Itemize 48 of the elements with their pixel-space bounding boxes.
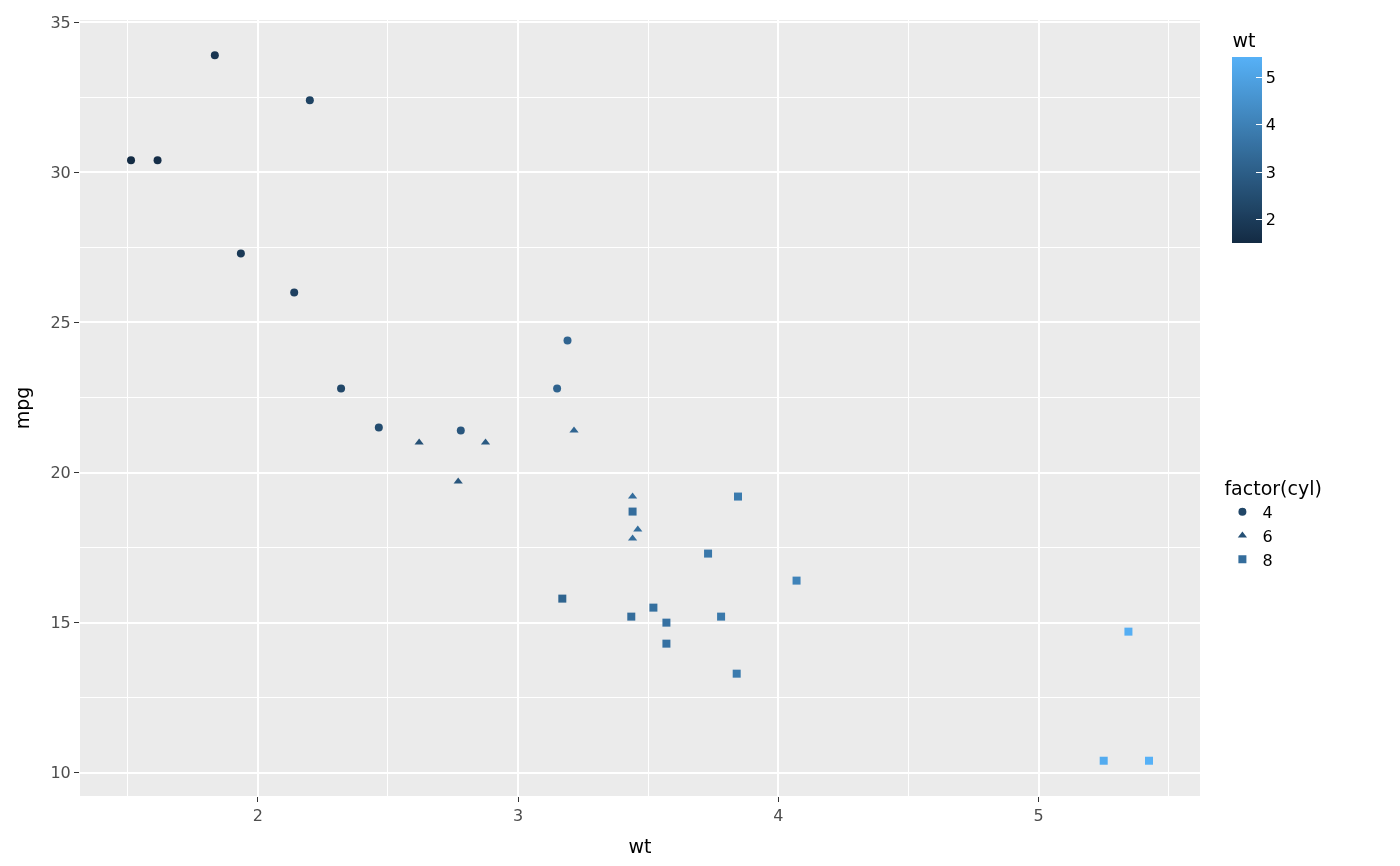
- point: [305, 96, 314, 105]
- y-tick-label: 35: [50, 12, 71, 32]
- y-axis-title: mpg: [11, 386, 34, 430]
- x-tick-label: 4: [773, 806, 784, 826]
- point: [627, 612, 636, 621]
- color-bar-label: 4: [1265, 115, 1276, 135]
- point: [1099, 756, 1108, 765]
- point: [153, 156, 162, 165]
- point: [414, 438, 424, 445]
- point: [563, 336, 572, 345]
- point: [127, 156, 136, 165]
- point: [337, 384, 346, 393]
- point: [558, 594, 567, 603]
- point: [633, 525, 643, 532]
- legend-label: 8: [1262, 550, 1273, 570]
- y-tick-label: 30: [50, 162, 71, 182]
- y-tick-label: 10: [50, 763, 71, 783]
- x-tick-label: 3: [512, 806, 524, 826]
- y-tick-label: 20: [50, 463, 71, 483]
- color-bar-label: 5: [1265, 67, 1276, 87]
- point: [649, 603, 658, 612]
- y-tick-label: 15: [50, 613, 71, 633]
- point: [662, 618, 671, 627]
- point: [717, 612, 726, 621]
- point: [569, 426, 579, 433]
- legend-title: factor(cyl): [1224, 476, 1322, 499]
- legend-label: 4: [1262, 502, 1273, 522]
- color-bar-title: wt: [1232, 29, 1256, 52]
- color-bar-label: 2: [1265, 210, 1276, 230]
- color-bar-label: 3: [1265, 162, 1276, 182]
- point: [792, 576, 801, 585]
- point: [290, 288, 299, 297]
- point: [734, 492, 742, 501]
- point: [553, 384, 562, 393]
- point: [374, 423, 383, 432]
- point: [456, 426, 465, 435]
- point: [236, 249, 245, 258]
- point: [1124, 627, 1133, 636]
- point: [732, 669, 741, 678]
- point: [1144, 756, 1153, 765]
- legend-label: 6: [1262, 526, 1273, 546]
- x-axis-title: wt: [628, 835, 652, 857]
- y-tick-label: 25: [50, 313, 71, 333]
- point: [210, 51, 219, 60]
- point: [662, 639, 671, 648]
- x-tick-label: 2: [252, 806, 263, 826]
- point: [704, 549, 713, 558]
- x-tick-label: 5: [1033, 806, 1044, 826]
